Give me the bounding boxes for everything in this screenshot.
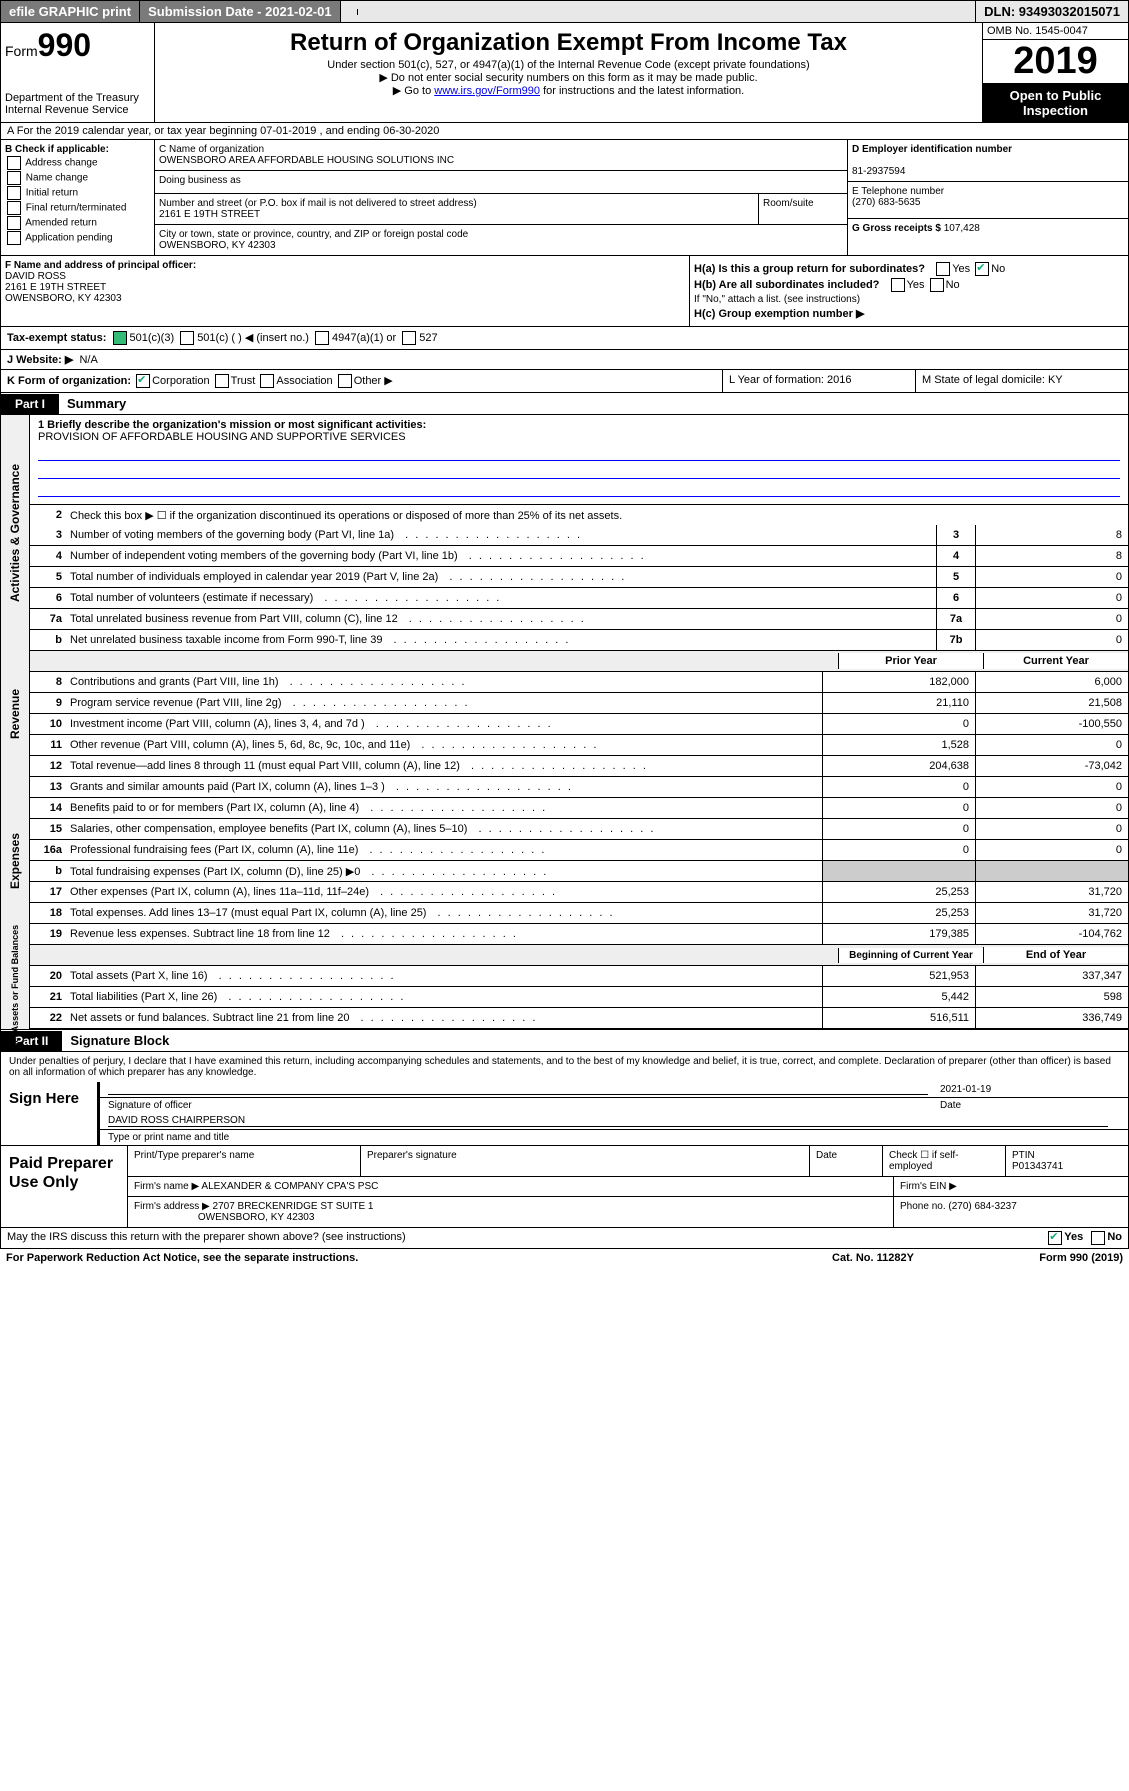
expenses-section: Expenses 13Grants and similar amounts pa… <box>0 777 1129 945</box>
col-begin: Beginning of Current Year <box>838 948 983 963</box>
paid-title: Paid Preparer Use Only <box>1 1146 127 1227</box>
sig-date: 2021-01-19 <box>940 1084 1120 1095</box>
gross-label: G Gross receipts $ <box>852 223 941 234</box>
dba-label: Doing business as <box>159 175 241 186</box>
year-formation: L Year of formation: 2016 <box>722 370 915 392</box>
ptin: P01343741 <box>1012 1161 1063 1172</box>
sign-here: Sign Here <box>1 1082 97 1145</box>
side-net: Net Assets or Fund Balances <box>10 925 20 1049</box>
governance-section: Activities & Governance 1 Briefly descri… <box>0 415 1129 651</box>
hc-label: H(c) Group exemption number ▶ <box>694 308 864 320</box>
perjury-decl: Under penalties of perjury, I declare th… <box>1 1052 1128 1082</box>
firm-ein: Firm's EIN ▶ <box>894 1177 1128 1196</box>
mission-text: PROVISION OF AFFORDABLE HOUSING AND SUPP… <box>38 431 406 443</box>
officer-name: DAVID ROSS <box>5 271 66 282</box>
org-name: OWENSBORO AREA AFFORDABLE HOUSING SOLUTI… <box>159 155 454 166</box>
part1-title: Summary <box>59 393 134 414</box>
omb: OMB No. 1545-0047 <box>983 23 1128 40</box>
check-applicable: B Check if applicable: Address change Na… <box>1 140 155 255</box>
prep-date-h: Date <box>810 1146 883 1176</box>
phone-label: E Telephone number <box>852 186 944 197</box>
row-j: J Website: ▶ N/A <box>0 350 1129 370</box>
open-public: Open to Public Inspection <box>983 84 1128 122</box>
form-subtitle: Under section 501(c), 527, or 4947(a)(1)… <box>159 59 978 71</box>
hb-label: H(b) Are all subordinates included? <box>694 279 879 291</box>
officer-printed: DAVID ROSS CHAIRPERSON <box>108 1115 1108 1127</box>
discuss-row: May the IRS discuss this return with the… <box>0 1228 1129 1249</box>
form-header: Form990 Department of the Treasury Inter… <box>0 23 1129 123</box>
prep-name-h: Print/Type preparer's name <box>128 1146 361 1176</box>
mission-label: 1 Briefly describe the organization's mi… <box>38 419 426 431</box>
street-addr: 2161 E 19TH STREET <box>159 209 260 220</box>
firm-addr1: 2707 BRECKENRIDGE ST SUITE 1 <box>213 1201 374 1212</box>
ha-label: H(a) Is this a group return for subordin… <box>694 263 925 275</box>
officer-addr1: 2161 E 19TH STREET <box>5 282 106 293</box>
officer-addr2: OWENSBORO, KY 42303 <box>5 293 122 304</box>
part2-bar: Part II Signature Block <box>0 1030 1129 1052</box>
c-name-label: C Name of organization <box>159 144 264 155</box>
hb-note: If "No," attach a list. (see instruction… <box>694 294 1124 305</box>
side-rev: Revenue <box>8 689 22 739</box>
revenue-section: Revenue Prior YearCurrent Year 8Contribu… <box>0 651 1129 777</box>
part1-bar: Part I Summary <box>0 393 1129 415</box>
signature-block: Under penalties of perjury, I declare th… <box>0 1052 1129 1146</box>
ein-value: 81-2937594 <box>852 166 905 177</box>
gross-value: 107,428 <box>944 223 980 234</box>
phone-value: (270) 683-5635 <box>852 197 920 208</box>
side-gov: Activities & Governance <box>8 464 22 602</box>
submission-date: Submission Date - 2021-02-01 <box>140 1 341 22</box>
row-klm: K Form of organization: Corporation Trus… <box>0 370 1129 393</box>
firm-addr2: OWENSBORO, KY 42303 <box>198 1212 315 1223</box>
part2-title: Signature Block <box>62 1030 177 1051</box>
tax-year: 2019 <box>983 40 1128 84</box>
room-suite: Room/suite <box>758 194 847 224</box>
city-label: City or town, state or province, country… <box>159 229 468 240</box>
addr-label: Number and street (or P.O. box if mail i… <box>159 198 477 209</box>
col-prior: Prior Year <box>838 653 983 669</box>
irs-link[interactable]: www.irs.gov/Form990 <box>434 85 540 97</box>
paid-preparer: Paid Preparer Use Only Print/Type prepar… <box>0 1146 1129 1228</box>
goto-note: ▶ Go to www.irs.gov/Form990 for instruct… <box>159 84 978 97</box>
part1-hdr: Part I <box>1 394 59 414</box>
name-title-label: Type or print name and title <box>108 1132 229 1143</box>
ein-label: D Employer identification number <box>852 144 1012 155</box>
side-exp: Expenses <box>8 833 22 889</box>
city-value: OWENSBORO, KY 42303 <box>159 240 276 251</box>
footer: For Paperwork Reduction Act Notice, see … <box>0 1249 1129 1267</box>
section-fh: F Name and address of principal officer:… <box>0 256 1129 327</box>
self-employed: Check ☐ if self-employed <box>883 1146 1006 1176</box>
spacer <box>341 9 358 15</box>
irs: Internal Revenue Service <box>5 104 150 116</box>
topbar: efile GRAPHIC print Submission Date - 20… <box>0 0 1129 23</box>
netassets-section: Net Assets or Fund Balances Beginning of… <box>0 945 1129 1030</box>
row-i: Tax-exempt status: 501(c)(3) 501(c) ( ) … <box>0 327 1129 350</box>
col-end: End of Year <box>983 947 1128 963</box>
form-number: Form990 <box>5 27 150 64</box>
dept-treasury: Department of the Treasury <box>5 92 150 104</box>
firm-name: ALEXANDER & COMPANY CPA'S PSC <box>201 1181 378 1192</box>
section-bcd: B Check if applicable: Address change Na… <box>0 140 1129 256</box>
dln: DLN: 93493032015071 <box>975 1 1128 22</box>
sig-officer-label: Signature of officer <box>108 1100 940 1111</box>
state-domicile: M State of legal domicile: KY <box>915 370 1128 392</box>
date-label: Date <box>940 1100 1120 1111</box>
ssn-note: ▶ Do not enter social security numbers o… <box>159 71 978 84</box>
officer-label: F Name and address of principal officer: <box>5 260 196 271</box>
col-current: Current Year <box>983 653 1128 669</box>
efile-btn[interactable]: efile GRAPHIC print <box>1 1 140 22</box>
form-title: Return of Organization Exempt From Incom… <box>159 29 978 57</box>
firm-phone: Phone no. (270) 684-3237 <box>894 1197 1128 1227</box>
prep-sig-h: Preparer's signature <box>361 1146 810 1176</box>
row-a: A For the 2019 calendar year, or tax yea… <box>0 123 1129 140</box>
